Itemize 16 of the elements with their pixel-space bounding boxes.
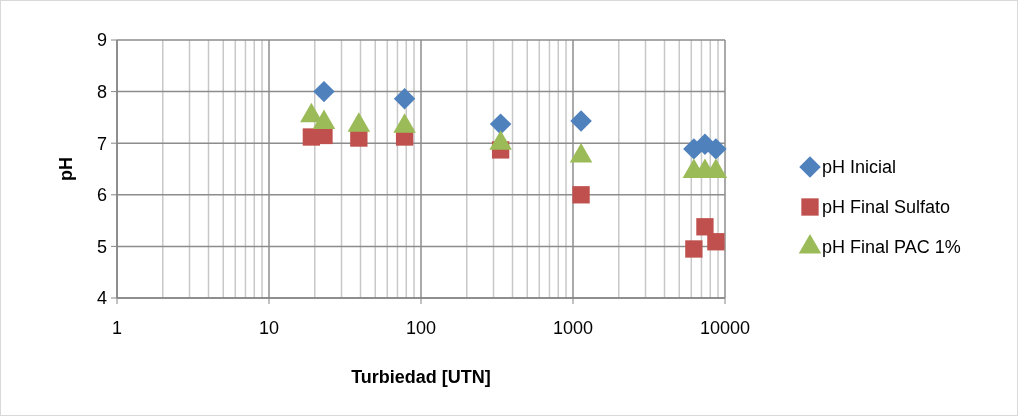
y-tick-label: 8 [96,81,107,102]
x-tick-label: 1 [111,318,123,338]
legend-label: pH Final PAC 1% [822,237,961,258]
legend-label: pH Final Sulfato [822,197,951,218]
y-tick-label: 7 [96,133,107,154]
x-axis-title: Turbiedad [UTN] [351,367,491,387]
y-tick-label: 5 [96,236,107,257]
x-tick-label: 100 [405,318,437,338]
y-axis-title: pH [56,157,76,181]
x-tick-label: 1000 [552,318,594,338]
y-tick-label: 9 [96,30,107,51]
legend-label: pH Inicial [822,157,897,178]
y-tick-label: 6 [96,185,107,206]
x-tick-label: 10 [258,318,280,338]
x-tick-label: 10000 [699,318,751,338]
y-tick-label: 4 [96,288,107,309]
